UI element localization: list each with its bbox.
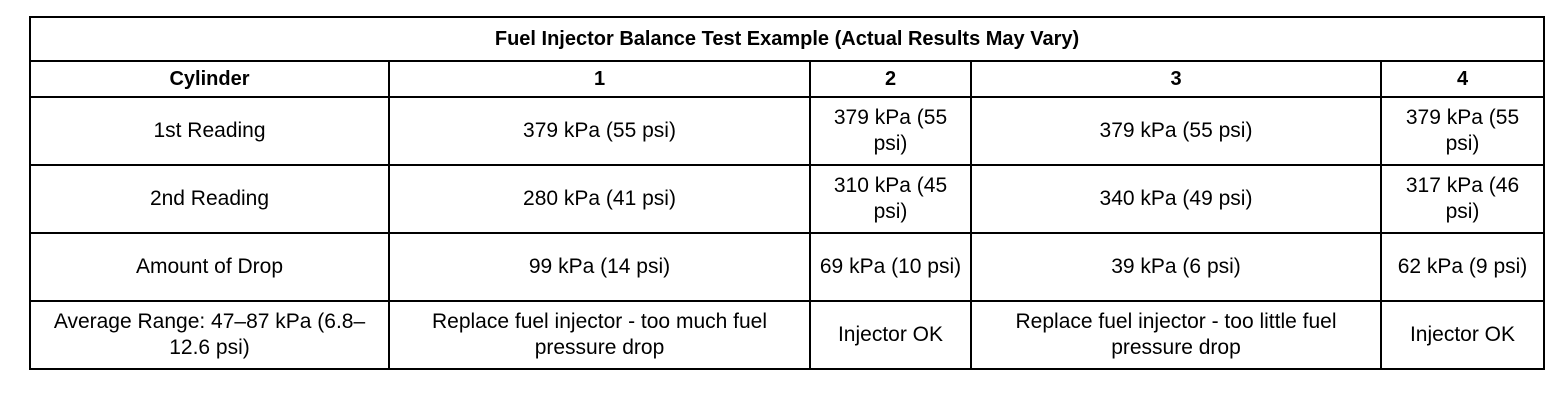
row-label: 2nd Reading <box>29 164 390 234</box>
table-cell: Injector OK <box>809 300 972 370</box>
header-cylinder-1: 1 <box>388 60 811 98</box>
header-cylinder-3: 3 <box>970 60 1382 98</box>
table-cell: 39 kPa (6 psi) <box>970 232 1382 302</box>
table-cell: 340 kPa (49 psi) <box>970 164 1382 234</box>
row-label: Amount of Drop <box>29 232 390 302</box>
table-cell: 379 kPa (55 psi) <box>388 96 811 166</box>
table-cell: 310 kPa (45 psi) <box>809 164 972 234</box>
table-cell: 317 kPa (46 psi) <box>1380 164 1545 234</box>
table-cell: Replace fuel injector - too little fuel … <box>970 300 1382 370</box>
table-cell: 280 kPa (41 psi) <box>388 164 811 234</box>
table-cell: 379 kPa (55 psi) <box>970 96 1382 166</box>
table-title: Fuel Injector Balance Test Example (Actu… <box>29 16 1545 62</box>
header-cylinder: Cylinder <box>29 60 390 98</box>
table-title-row: Fuel Injector Balance Test Example (Actu… <box>29 16 1545 62</box>
header-cylinder-2: 2 <box>809 60 972 98</box>
table-header-row: Cylinder 1 2 3 4 <box>29 60 1545 98</box>
table-cell: 62 kPa (9 psi) <box>1380 232 1545 302</box>
table-cell: Injector OK <box>1380 300 1545 370</box>
table-row-amount-of-drop: Amount of Drop 99 kPa (14 psi) 69 kPa (1… <box>29 232 1545 302</box>
row-label: 1st Reading <box>29 96 390 166</box>
table-row-average-range: Average Range: 47–87 kPa (6.8–12.6 psi) … <box>29 300 1545 370</box>
fuel-injector-balance-table: Fuel Injector Balance Test Example (Actu… <box>29 16 1545 370</box>
header-cylinder-4: 4 <box>1380 60 1545 98</box>
table-cell: 379 kPa (55 psi) <box>809 96 972 166</box>
table-cell: 379 kPa (55 psi) <box>1380 96 1545 166</box>
row-label: Average Range: 47–87 kPa (6.8–12.6 psi) <box>29 300 390 370</box>
table-cell: 69 kPa (10 psi) <box>809 232 972 302</box>
table-cell: 99 kPa (14 psi) <box>388 232 811 302</box>
table-row-second-reading: 2nd Reading 280 kPa (41 psi) 310 kPa (45… <box>29 164 1545 234</box>
table-row-first-reading: 1st Reading 379 kPa (55 psi) 379 kPa (55… <box>29 96 1545 166</box>
table-cell: Replace fuel injector - too much fuel pr… <box>388 300 811 370</box>
